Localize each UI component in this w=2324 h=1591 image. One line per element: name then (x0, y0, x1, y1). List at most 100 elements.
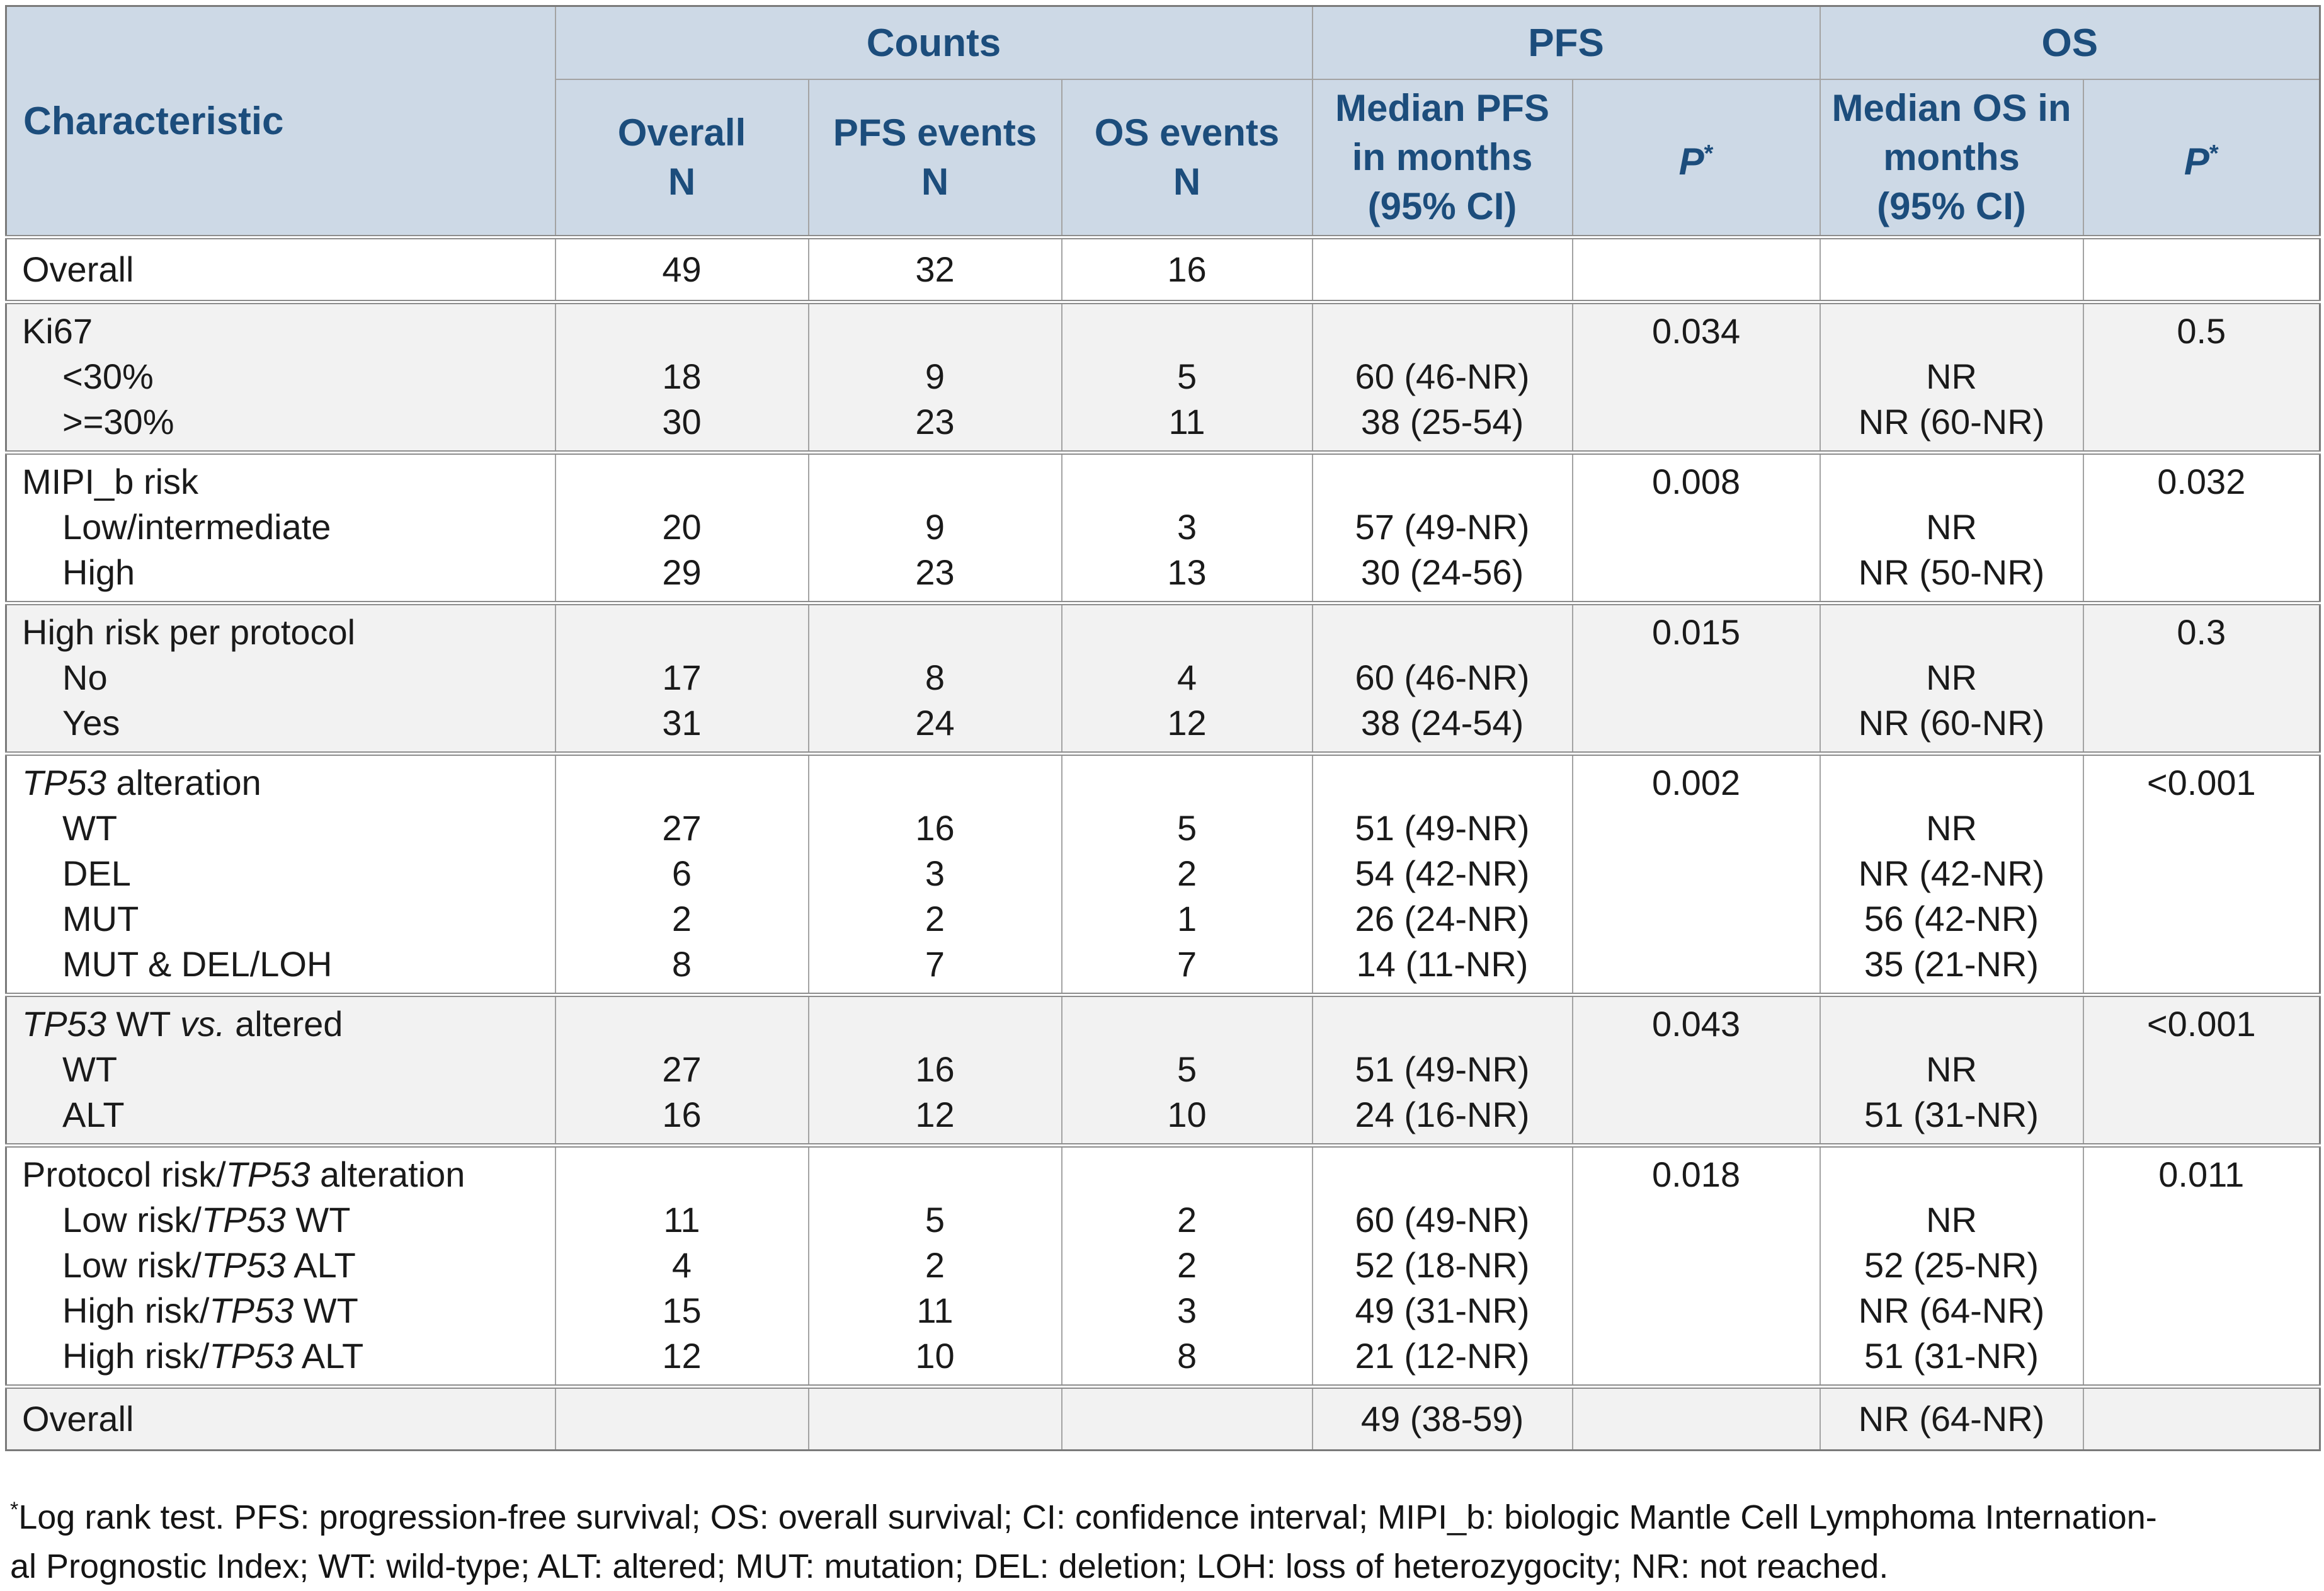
p-value-cell (2082, 1092, 2321, 1146)
row-label-cell: TP53 alteration (5, 751, 556, 806)
row-label-cell: MUT & DEL/LOH (5, 942, 556, 995)
value-cell (1819, 300, 2084, 354)
p-value-cell (1571, 700, 1821, 754)
table-row: MUT 2 2 1 26 (24-NR) 56 (42-NR) (5, 896, 2321, 942)
label-text: WT (106, 1004, 181, 1044)
value-cell: 32 (807, 235, 1062, 302)
value-cell: 30 (24-56) (1311, 550, 1573, 603)
value-cell: 12 (807, 1092, 1062, 1146)
value-cell (554, 1384, 809, 1451)
value-cell: NR (60-NR) (1819, 399, 2084, 453)
table-row: ALT 16 12 10 24 (16-NR) 51 (31-NR) (5, 1092, 2321, 1146)
p-value-cell (1571, 1384, 1821, 1451)
value-cell: 5 (1061, 354, 1313, 399)
p-value-cell (1571, 1333, 1821, 1387)
value-cell: 23 (807, 550, 1062, 603)
footnote-asterisk: * (10, 1498, 19, 1522)
gene-name-italic: TP53 (201, 1200, 286, 1240)
table-row: MUT & DEL/LOH 8 7 7 14 (11-NR) 35 (21-NR) (5, 942, 2321, 995)
p-value-cell: <0.001 (2082, 993, 2321, 1047)
p-value-cell (1571, 1197, 1821, 1243)
gene-name-italic: TP53 (225, 1155, 310, 1194)
row-label-cell: No (5, 655, 556, 700)
value-cell: 14 (11-NR) (1311, 942, 1573, 995)
value-cell: 26 (24-NR) (1311, 896, 1573, 942)
p-value-cell: 0.5 (2082, 300, 2321, 354)
p-value-cell (2082, 896, 2321, 942)
value-cell: NR (50-NR) (1819, 550, 2084, 603)
value-cell: NR (64-NR) (1819, 1384, 2084, 1451)
value-cell: 8 (1061, 1333, 1313, 1387)
p-value-cell: 0.034 (1571, 300, 1821, 354)
column-header: Median PFS in months (95% CI) (1311, 79, 1573, 238)
value-cell (554, 1143, 809, 1197)
table-row: Low/intermediate 20 9 3 57 (49-NR) NR (5, 505, 2321, 550)
value-cell: 16 (807, 806, 1062, 851)
value-cell: 5 (1061, 806, 1313, 851)
column-header: Median OS in months (95% CI) (1819, 79, 2084, 238)
label-text: altered (225, 1004, 343, 1044)
value-cell: 2 (1061, 1197, 1313, 1243)
value-cell: NR (1819, 1197, 2084, 1243)
value-cell (1061, 751, 1313, 806)
value-cell: 15 (554, 1288, 809, 1333)
value-cell: 49 (38-59) (1311, 1384, 1573, 1451)
p-value-cell (2082, 399, 2321, 453)
value-cell: 8 (807, 655, 1062, 700)
value-cell: 51 (49-NR) (1311, 1047, 1573, 1092)
row-label-cell: Overall (5, 1384, 556, 1451)
value-cell: 10 (807, 1333, 1062, 1387)
label-text: ALT (285, 1245, 356, 1285)
value-cell: 7 (1061, 942, 1313, 995)
gene-name-italic: TP53 (22, 1004, 106, 1044)
label-text: Low risk/ (62, 1200, 202, 1240)
row-label-cell: DEL (5, 851, 556, 896)
footnote: *Log rank test. PFS: progression-free su… (10, 1485, 2316, 1591)
value-cell: 2 (807, 1243, 1062, 1288)
value-cell (807, 1143, 1062, 1197)
value-cell (554, 601, 809, 655)
value-cell: 56 (42-NR) (1819, 896, 2084, 942)
value-cell: 2 (807, 896, 1062, 942)
value-cell (1819, 993, 2084, 1047)
row-label-cell: WT (5, 1047, 556, 1092)
value-cell: 57 (49-NR) (1311, 505, 1573, 550)
value-cell: 4 (1061, 655, 1313, 700)
table-row: High 29 23 13 30 (24-56) NR (50-NR) (5, 550, 2321, 603)
value-cell: NR (1819, 655, 2084, 700)
table-row: High risk/TP53 WT 15 11 3 49 (31-NR) NR (64-N… (5, 1288, 2321, 1333)
p-value-header: P* (1571, 79, 1821, 238)
value-cell: 1 (1061, 896, 1313, 942)
p-value-cell (2082, 1384, 2321, 1451)
p-value-cell (2082, 550, 2321, 603)
value-cell: 27 (554, 806, 809, 851)
value-cell (1311, 601, 1573, 655)
value-cell: 8 (554, 942, 809, 995)
gene-name-italic: TP53 (209, 1291, 294, 1330)
p-value-cell (1571, 1288, 1821, 1333)
p-value-cell: 0.018 (1571, 1143, 1821, 1197)
header-row-top: Characteristic Counts PFS OS (5, 6, 2321, 238)
p-value-cell (1571, 942, 1821, 995)
value-cell (1819, 601, 2084, 655)
value-cell: 17 (554, 655, 809, 700)
table-row: No 17 8 4 60 (46-NR) NR (5, 655, 2321, 700)
value-cell (807, 450, 1062, 505)
table-row: High risk/TP53 ALT 12 10 8 21 (12-NR) 51 (31-… (5, 1333, 2321, 1387)
characteristic-header: Characteristic (5, 6, 556, 238)
value-cell (1061, 1384, 1313, 1451)
p-value-cell: <0.001 (2082, 751, 2321, 806)
value-cell: 2 (554, 896, 809, 942)
table-row: Overall 49 32 16 (5, 235, 2321, 302)
p-value-cell (2082, 700, 2321, 754)
p-value-cell (1571, 505, 1821, 550)
table-row: >=30% 30 23 11 38 (25-54) NR (60-NR) (5, 399, 2321, 453)
table-row: Ki67 0.034 0.5 (5, 300, 2321, 354)
value-cell: 16 (554, 1092, 809, 1146)
value-cell: 51 (49-NR) (1311, 806, 1573, 851)
p-value-cell (2082, 235, 2321, 302)
label-text: ALT (293, 1336, 364, 1376)
value-cell (807, 601, 1062, 655)
value-cell: 38 (25-54) (1311, 399, 1573, 453)
